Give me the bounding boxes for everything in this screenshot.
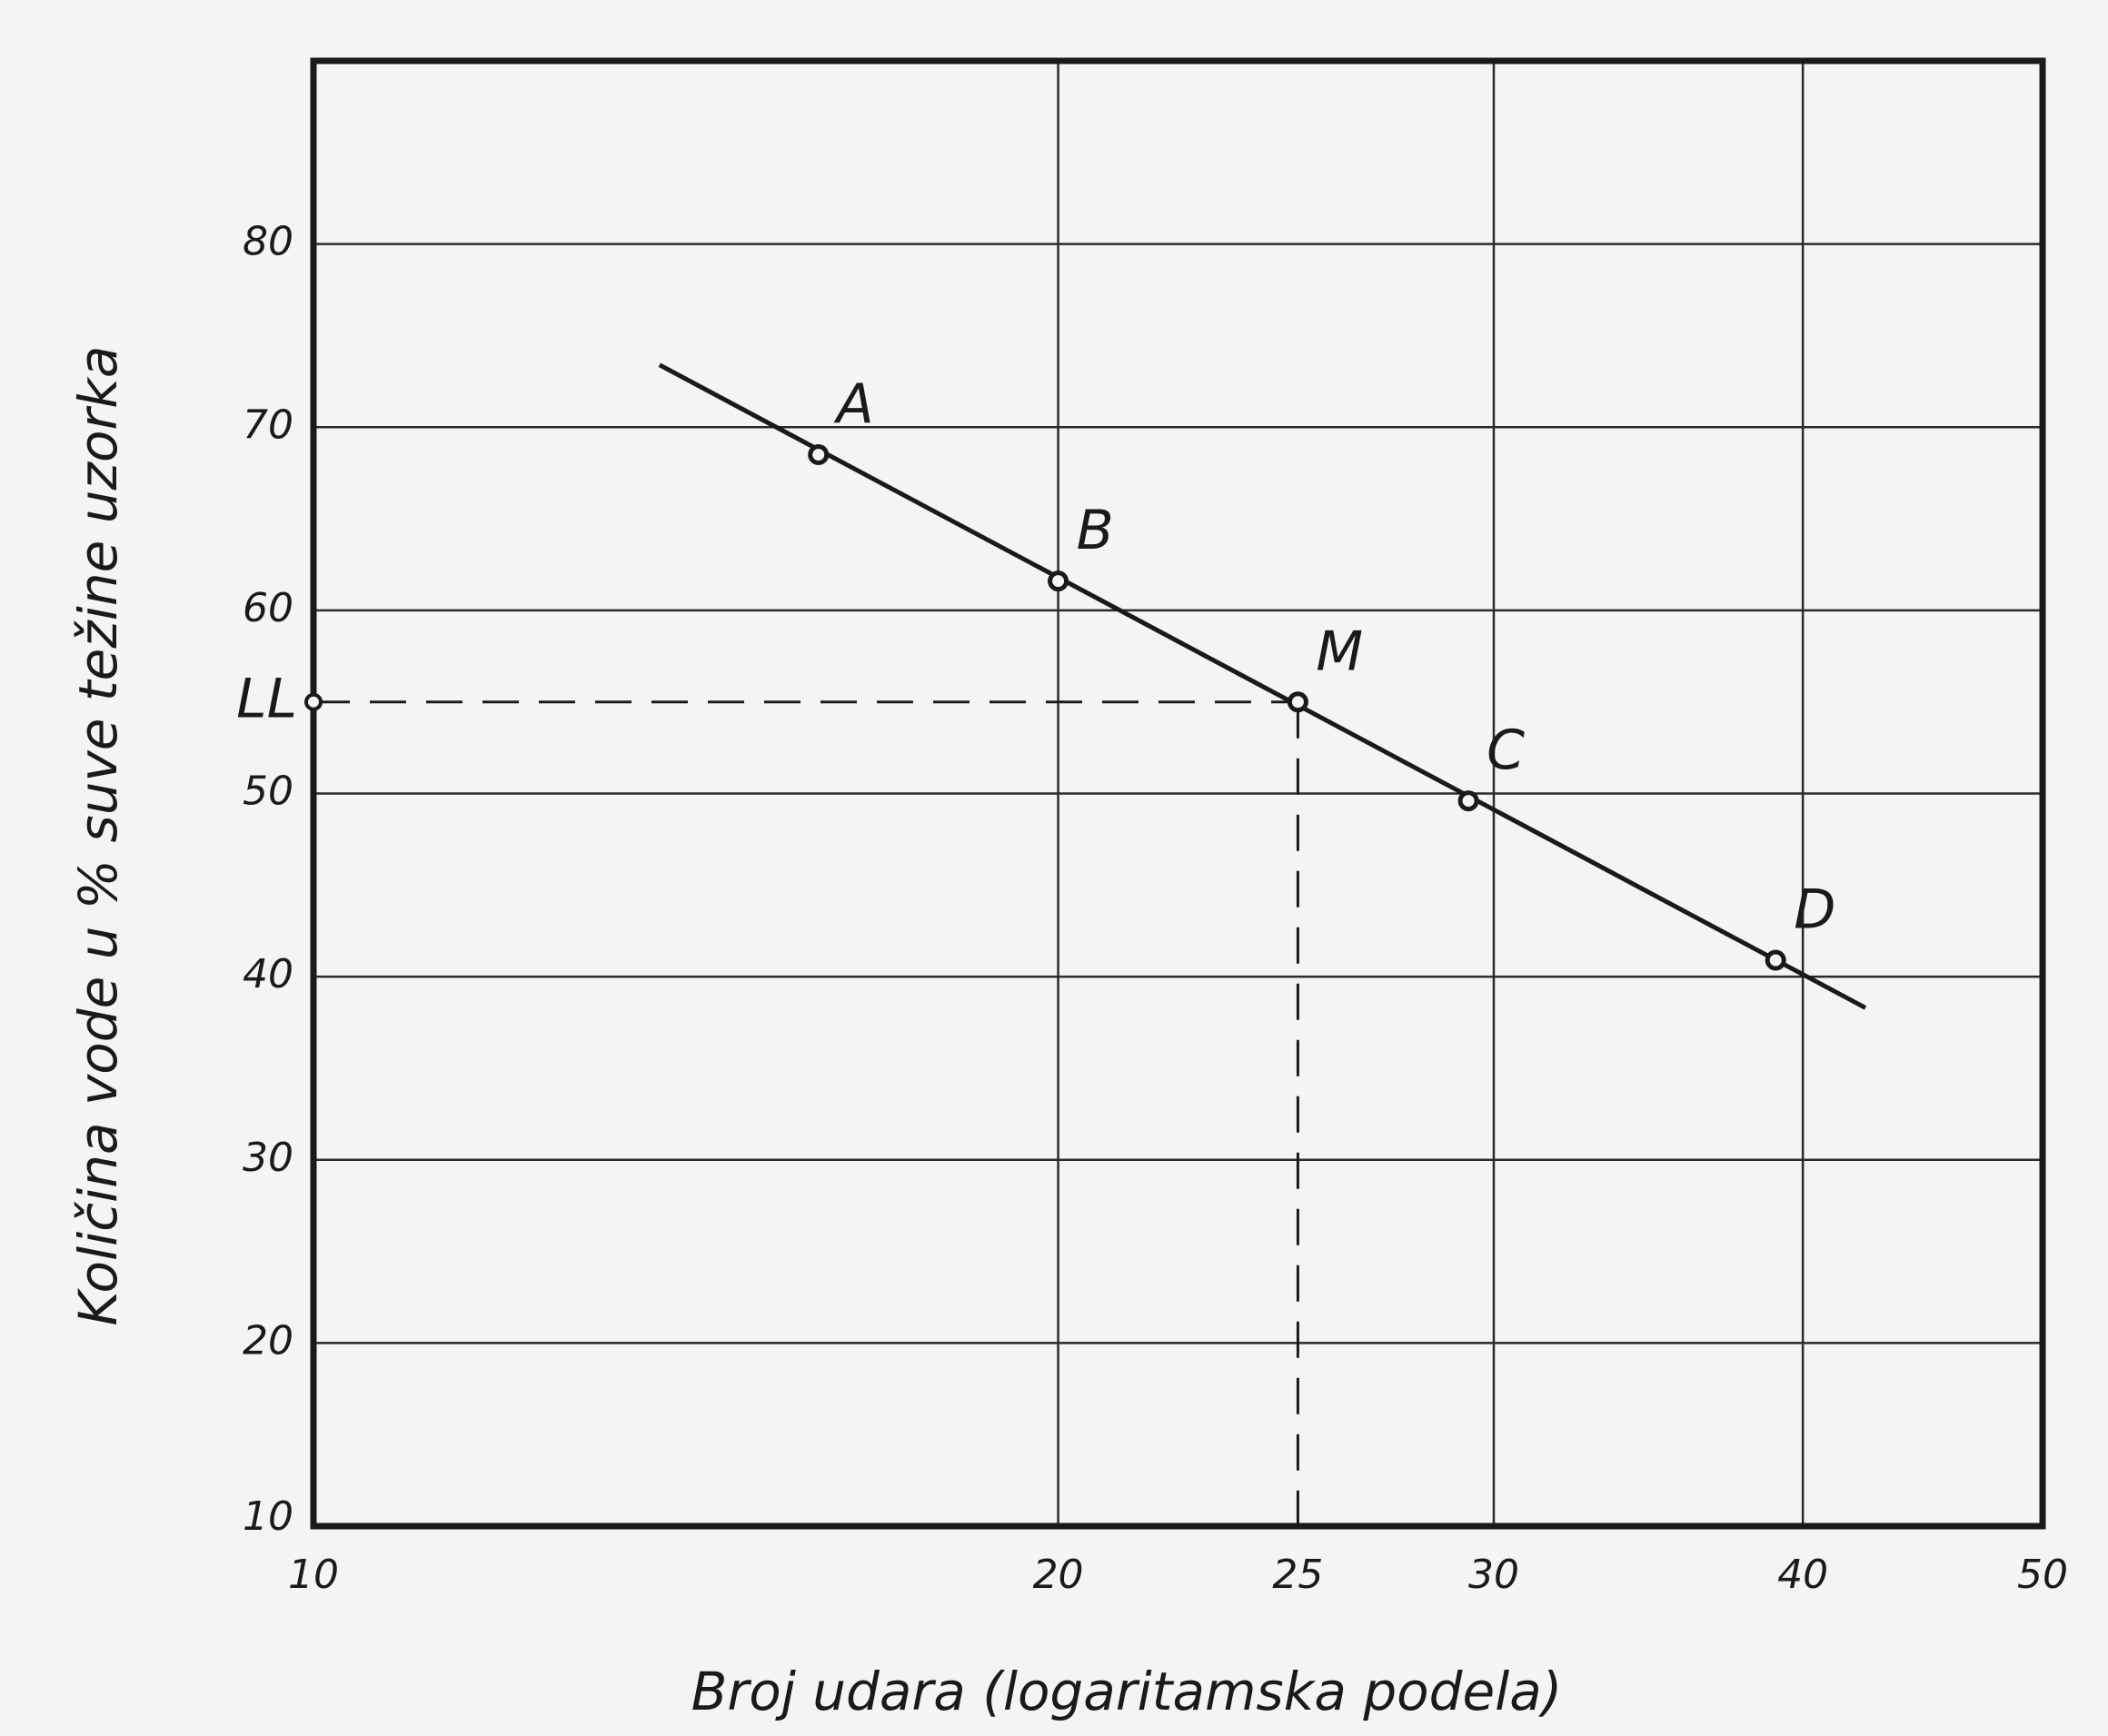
plot-border <box>310 57 2046 1530</box>
y-axis-title: Količina vode u % suve težine uzorka <box>67 346 129 1326</box>
y-tick-label: 30 <box>243 1135 293 1181</box>
y-tick-label: 50 <box>243 769 293 815</box>
ll-point <box>304 692 323 711</box>
y-tick-label: 20 <box>243 1317 293 1364</box>
y-tick-label: 40 <box>243 951 293 997</box>
y-tick-label: 10 <box>243 1493 293 1540</box>
y-tick-label: 80 <box>243 219 293 265</box>
x-tick-label: 50 <box>2017 1552 2068 1598</box>
fit-line <box>658 362 1867 1010</box>
point-label: M <box>1316 620 1363 683</box>
point-label: B <box>1077 499 1114 562</box>
data-point <box>1048 570 1069 592</box>
data-point <box>1287 691 1308 713</box>
x-tick-label: 30 <box>1468 1552 1519 1598</box>
x-axis-title: Broj udara (logaritamska podela) <box>691 1661 1563 1722</box>
point-label: D <box>1794 878 1835 942</box>
x-tick-label: 10 <box>288 1552 339 1598</box>
x-tick-label: 20 <box>1033 1552 1084 1598</box>
point-label: A <box>833 372 874 436</box>
x-tick-label: 40 <box>1777 1552 1828 1598</box>
data-point <box>808 443 830 465</box>
data-point <box>1765 949 1786 971</box>
ll-label: LL <box>236 667 297 730</box>
y-tick-label: 70 <box>243 402 293 448</box>
data-point <box>1457 790 1479 812</box>
y-tick-label: 60 <box>243 585 293 631</box>
point-label: C <box>1487 719 1525 782</box>
x-tick-label: 25 <box>1272 1552 1323 1598</box>
